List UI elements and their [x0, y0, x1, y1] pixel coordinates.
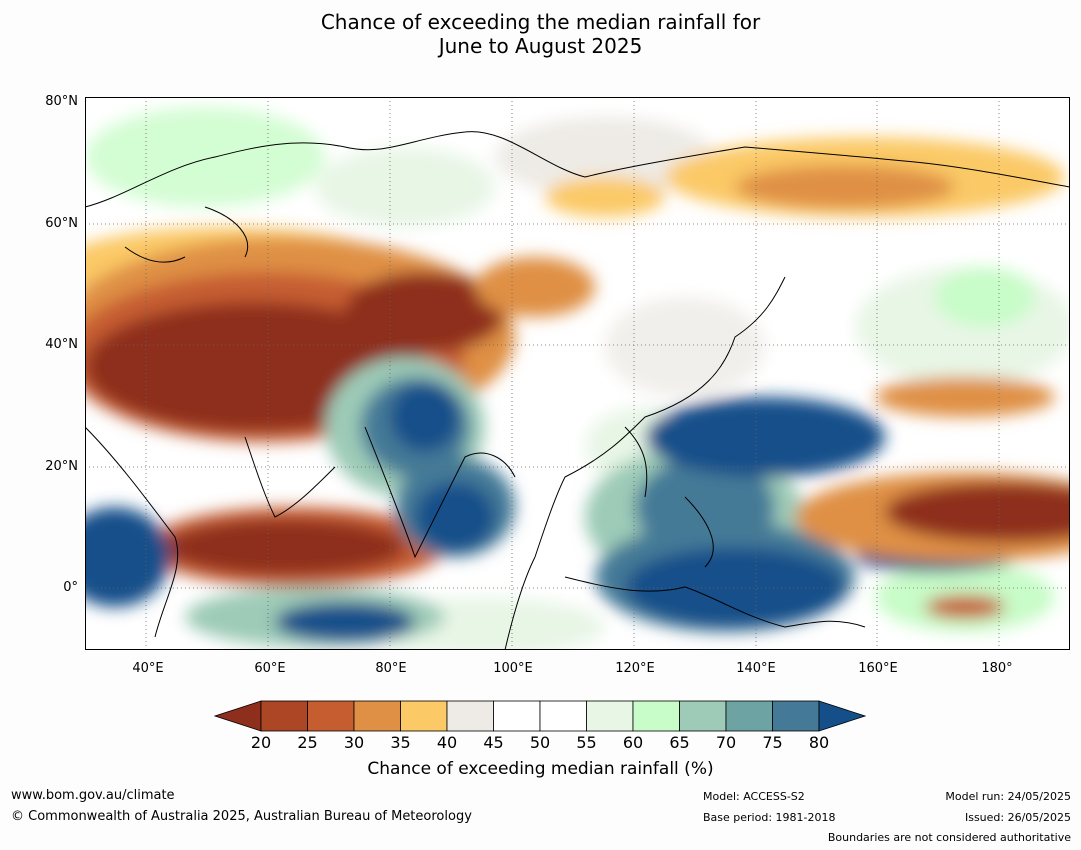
colorbar-tick-label: 65	[669, 733, 690, 752]
colorbar-tick-label: 50	[529, 733, 551, 752]
colorbar-segment	[400, 700, 448, 732]
map-title-line2: June to August 2025	[438, 34, 643, 58]
colorbar-label: Chance of exceeding median rainfall (%)	[367, 759, 714, 779]
colorbar-segment	[493, 700, 541, 732]
colorbar-segment	[679, 700, 727, 732]
colorbar-segment	[260, 700, 308, 732]
footer-model-run: Model run: 24/05/2025	[945, 790, 1071, 803]
colorbar-tick-label: 45	[483, 733, 504, 752]
lon-label-180: 180°	[981, 661, 1013, 676]
lon-label-40e: 40°E	[132, 661, 164, 676]
colorbar-segment	[586, 700, 634, 732]
rainfall-probability-map	[85, 97, 1070, 650]
map-title-line1: Chance of exceeding the median rainfall …	[320, 10, 761, 34]
colorbar-segment	[539, 700, 587, 732]
footer-base-period: Base period: 1981-2018	[703, 811, 836, 824]
lat-label-40n: 40°N	[45, 337, 78, 352]
colorbar-tick-label: 80	[808, 733, 830, 752]
colorbar-extend-low	[214, 700, 262, 732]
colorbar-tick-label: 35	[390, 733, 411, 752]
lat-label-60n: 60°N	[45, 216, 78, 231]
colorbar-segment	[632, 700, 680, 732]
footer-url: www.bom.gov.au/climate	[11, 788, 175, 803]
colorbar	[214, 700, 866, 732]
colorbar-segment	[446, 700, 494, 732]
colorbar-tick-label: 20	[250, 733, 272, 752]
colorbar-tick-label: 40	[436, 733, 458, 752]
footer-copyright: © Commonwealth of Australia 2025, Austra…	[11, 809, 472, 824]
lat-label-0: 0°	[63, 580, 78, 595]
lon-label-60e: 60°E	[254, 661, 286, 676]
colorbar-segment	[307, 700, 355, 732]
map-frame	[85, 97, 1070, 650]
colorbar-extend-high	[818, 700, 866, 732]
colorbar-tick-label: 60	[622, 733, 644, 752]
colorbar-tick-label: 25	[297, 733, 318, 752]
colorbar-segment	[772, 700, 820, 732]
lon-label-100e: 100°E	[493, 661, 533, 676]
colorbar-segment	[725, 700, 773, 732]
colorbar-segment	[353, 700, 401, 732]
colorbar-tick-label: 55	[576, 733, 597, 752]
lon-label-140e: 140°E	[736, 661, 776, 676]
coastlines	[85, 131, 1070, 650]
colorbar-tick-label: 30	[343, 733, 365, 752]
footer-disclaimer: Boundaries are not considered authoritat…	[827, 831, 1071, 844]
probability-shading	[85, 107, 1070, 650]
colorbar-tick-label: 75	[762, 733, 783, 752]
lon-label-160e: 160°E	[858, 661, 898, 676]
colorbar-tick-label: 70	[715, 733, 737, 752]
lon-label-120e: 120°E	[615, 661, 655, 676]
footer-model: Model: ACCESS-S2	[703, 790, 805, 803]
graticule	[85, 97, 1070, 650]
lat-label-80n: 80°N	[45, 94, 78, 109]
lon-label-80e: 80°E	[375, 661, 407, 676]
lat-label-20n: 20°N	[45, 459, 78, 474]
footer-issued: Issued: 26/05/2025	[964, 811, 1071, 824]
